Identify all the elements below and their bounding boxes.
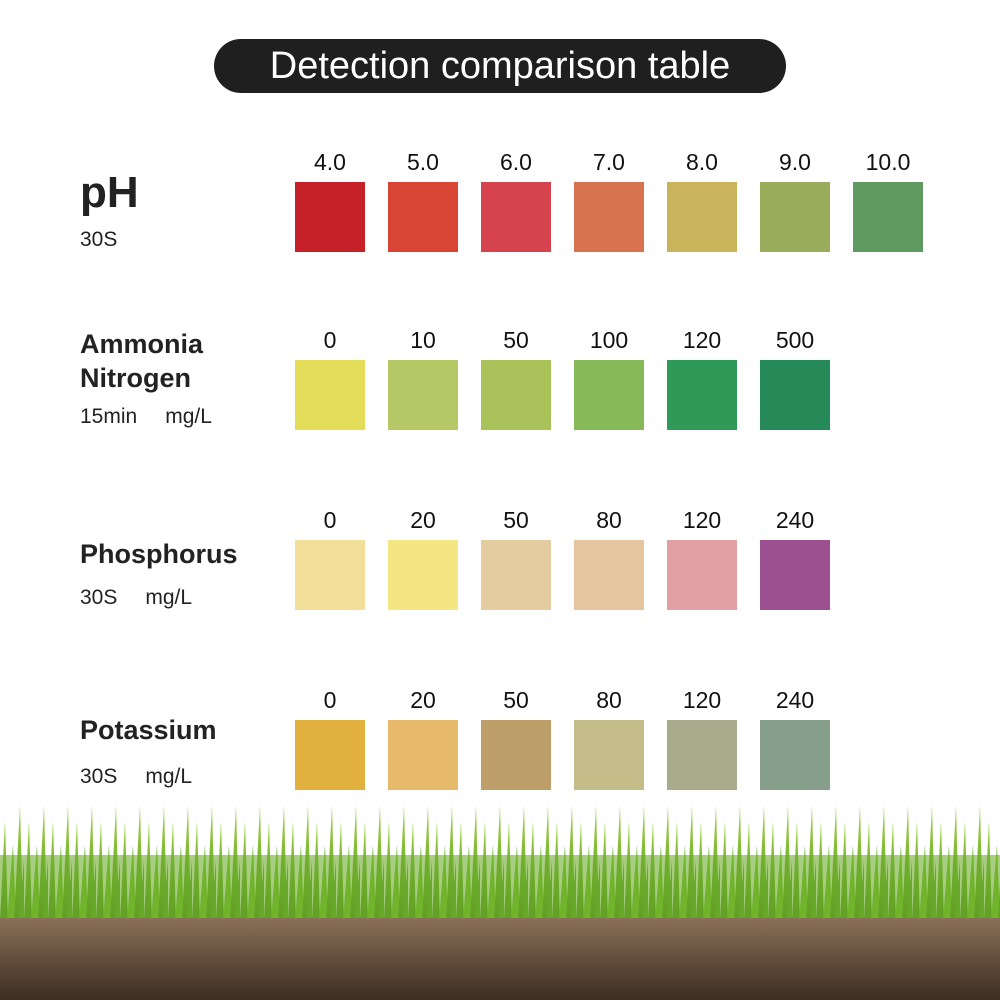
level-label: 120 bbox=[682, 327, 722, 353]
color-swatch bbox=[667, 182, 737, 252]
color-swatch bbox=[388, 182, 458, 252]
level-label: 10.0 bbox=[865, 149, 911, 175]
color-swatch bbox=[295, 540, 365, 610]
color-swatch bbox=[760, 540, 830, 610]
level-label: 120 bbox=[682, 507, 722, 533]
color-swatch bbox=[481, 182, 551, 252]
color-swatch bbox=[667, 540, 737, 610]
row-time: 15min bbox=[80, 405, 138, 428]
row-subtitle: 30S bbox=[80, 228, 145, 252]
level-label: 50 bbox=[503, 687, 529, 713]
color-swatch bbox=[481, 540, 551, 610]
color-swatch bbox=[481, 360, 551, 430]
color-swatch bbox=[667, 720, 737, 790]
row-subtitle: 15min mg/L bbox=[80, 405, 240, 429]
row-time: 30S bbox=[80, 765, 118, 788]
row-name: Phosphorus bbox=[80, 539, 238, 569]
color-swatch bbox=[388, 360, 458, 430]
level-label: 80 bbox=[596, 687, 622, 713]
color-swatch bbox=[295, 182, 365, 252]
level-label: 50 bbox=[503, 507, 529, 533]
color-swatch bbox=[388, 720, 458, 790]
row-unit: mg/L bbox=[165, 405, 212, 428]
level-label: 50 bbox=[503, 327, 529, 353]
color-swatch bbox=[574, 540, 644, 610]
color-swatch bbox=[760, 360, 830, 430]
color-swatch bbox=[574, 720, 644, 790]
row-unit: mg/L bbox=[145, 586, 193, 609]
level-label: 0 bbox=[323, 507, 337, 533]
level-label: 100 bbox=[589, 327, 629, 353]
row-subtitle: 30S mg/L bbox=[80, 765, 220, 789]
level-label: 0 bbox=[323, 687, 337, 713]
color-swatch bbox=[388, 540, 458, 610]
color-swatch bbox=[574, 360, 644, 430]
level-label: 0 bbox=[323, 327, 337, 353]
title: Detection comparison table bbox=[214, 39, 786, 93]
row-name: Potassium bbox=[80, 715, 217, 745]
color-swatch bbox=[853, 182, 923, 252]
row-subtitle: 30S mg/L bbox=[80, 586, 220, 610]
row-unit: mg/L bbox=[145, 765, 193, 788]
row-name: pH bbox=[80, 168, 139, 217]
level-label: 8.0 bbox=[686, 149, 718, 175]
level-label: 80 bbox=[596, 507, 622, 533]
row-time: 30S bbox=[80, 228, 118, 251]
level-label: 240 bbox=[775, 507, 815, 533]
grass-soil bbox=[0, 800, 1000, 1000]
level-label: 4.0 bbox=[314, 149, 346, 175]
level-label: 10 bbox=[410, 327, 436, 353]
level-label: 6.0 bbox=[500, 149, 532, 175]
level-label: 20 bbox=[410, 687, 436, 713]
level-label: 9.0 bbox=[779, 149, 811, 175]
color-swatch bbox=[295, 360, 365, 430]
color-swatch bbox=[760, 182, 830, 252]
color-swatch bbox=[481, 720, 551, 790]
color-swatch bbox=[760, 720, 830, 790]
level-label: 20 bbox=[410, 507, 436, 533]
row-time: 30S bbox=[80, 586, 118, 609]
level-label: 7.0 bbox=[593, 149, 625, 175]
color-swatch bbox=[667, 360, 737, 430]
level-label: 500 bbox=[775, 327, 815, 353]
level-label: 5.0 bbox=[407, 149, 439, 175]
color-swatch bbox=[574, 182, 644, 252]
row-name: Ammonia Nitrogen bbox=[80, 329, 204, 393]
level-label: 120 bbox=[682, 687, 722, 713]
color-swatch bbox=[295, 720, 365, 790]
level-label: 240 bbox=[775, 687, 815, 713]
